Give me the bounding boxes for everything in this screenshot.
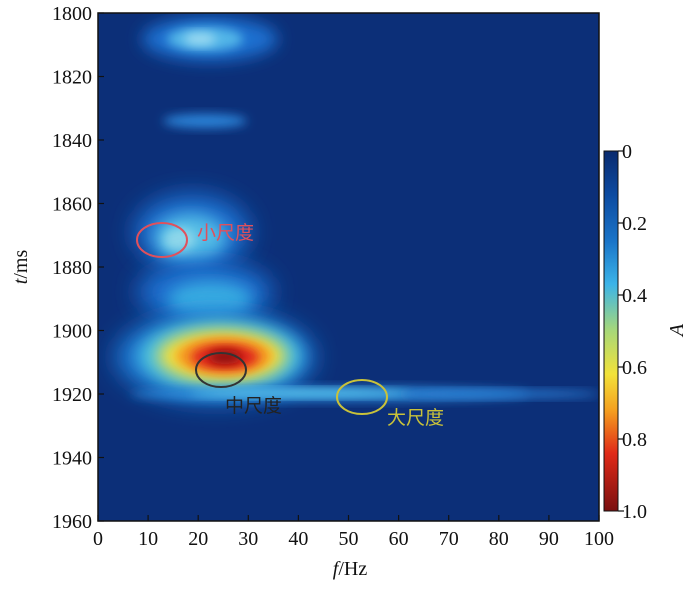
annotation-label-small: 小尺度 bbox=[197, 222, 254, 244]
colorbar bbox=[603, 150, 619, 512]
colorbar-tick-label: 0.6 bbox=[622, 357, 647, 379]
x-tick-label: 90 bbox=[539, 528, 559, 550]
x-tick-label: 70 bbox=[439, 528, 459, 550]
heatmap-layer bbox=[115, 17, 599, 403]
annotation-circle-small bbox=[136, 222, 188, 258]
colorbar-tick-label: 0.8 bbox=[622, 429, 647, 451]
colorbar-tick-label: 0.2 bbox=[622, 213, 647, 235]
y-tick-label: 1860 bbox=[52, 194, 92, 216]
x-tick-label: 100 bbox=[584, 528, 614, 550]
y-tick-label: 1800 bbox=[52, 3, 92, 25]
annotation-label-large: 大尺度 bbox=[387, 407, 444, 429]
energy-tail-1920-core bbox=[190, 389, 410, 397]
annotation-circle-large bbox=[336, 379, 388, 415]
x-tick-label: 30 bbox=[238, 528, 258, 550]
energy-blob-1873-peak bbox=[164, 228, 196, 252]
colorbar-tick-label: 0.4 bbox=[622, 285, 647, 307]
y-axis-title: t/ms bbox=[10, 250, 32, 285]
energy-blob-1808-peak bbox=[184, 33, 216, 45]
y-tick-label: 1820 bbox=[52, 67, 92, 89]
x-tick-label: 10 bbox=[138, 528, 158, 550]
x-tick-label: 0 bbox=[93, 528, 103, 550]
x-tick-label: 80 bbox=[489, 528, 509, 550]
y-axis: 1800 1820 1840 1860 1880 1900 1920 1940 1960 bbox=[52, 3, 104, 533]
colorbar-tick-label: 1.0 bbox=[622, 501, 647, 523]
annotation-circle-medium bbox=[195, 352, 247, 388]
energy-blob-1833 bbox=[163, 114, 247, 128]
y-tick-label: 1880 bbox=[52, 257, 92, 279]
x-tick-label: 50 bbox=[339, 528, 359, 550]
y-tick-label: 1960 bbox=[52, 511, 92, 533]
x-axis: 0 10 20 30 40 50 60 70 80 90 100 bbox=[93, 515, 614, 550]
energy-blob-1893-core bbox=[168, 282, 252, 318]
y-tick-label: 1840 bbox=[52, 130, 92, 152]
colorbar-ticks: 0 0.2 0.4 0.6 0.8 1.0 bbox=[618, 141, 647, 523]
x-tick-label: 20 bbox=[188, 528, 208, 550]
y-tick-label: 1920 bbox=[52, 384, 92, 406]
colorbar-title: A bbox=[666, 323, 688, 338]
energy-tail-1920-right bbox=[400, 390, 599, 398]
y-tick-label: 1900 bbox=[52, 321, 92, 343]
x-tick-label: 40 bbox=[288, 528, 308, 550]
x-axis-title: f/Hz bbox=[333, 558, 368, 580]
colorbar-tick-label: 0 bbox=[622, 141, 632, 163]
y-tick-label: 1940 bbox=[52, 448, 92, 470]
x-tick-label: 60 bbox=[389, 528, 409, 550]
annotation-label-medium: 中尺度 bbox=[225, 395, 282, 417]
